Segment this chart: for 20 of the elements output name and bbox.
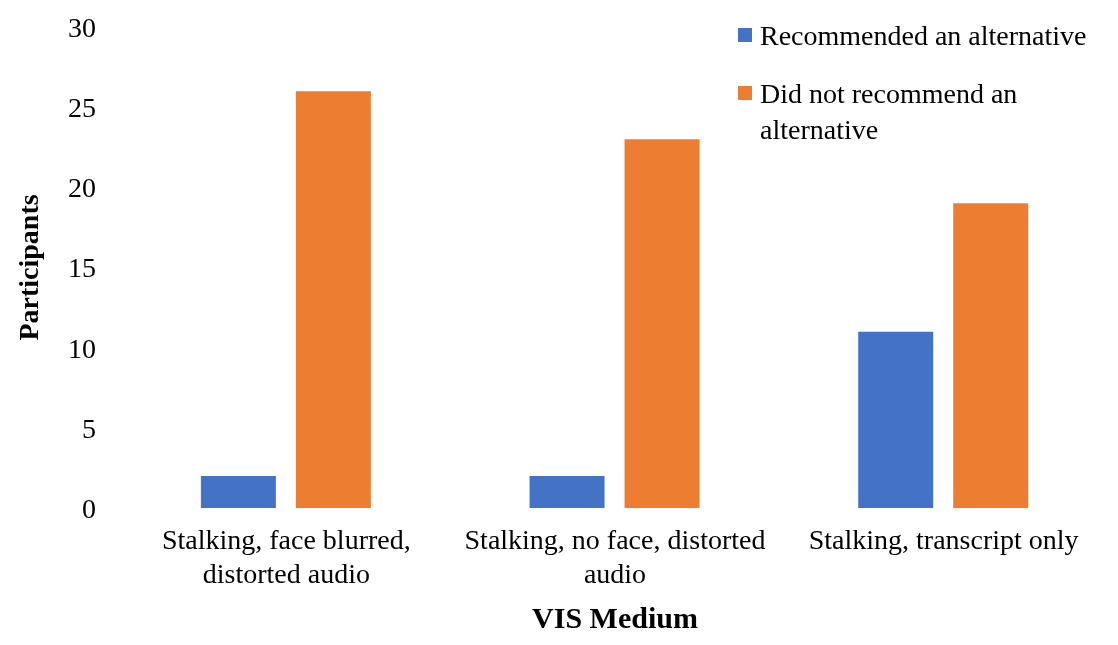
y-tick-label: 5 bbox=[82, 412, 96, 444]
bar bbox=[200, 475, 276, 508]
legend-label: Did not recommend an alternative bbox=[760, 77, 1019, 147]
y-tick-label: 0 bbox=[82, 492, 96, 524]
legend-label: Recommended an alternative bbox=[760, 19, 1087, 53]
bar bbox=[953, 203, 1029, 508]
bar bbox=[529, 475, 605, 508]
y-tick-label: 25 bbox=[68, 92, 96, 124]
y-tick-label: 15 bbox=[68, 252, 96, 284]
bar bbox=[858, 331, 934, 508]
y-tick-label: 10 bbox=[68, 332, 96, 364]
x-tick-label: Stalking, no face, distorted audio bbox=[464, 524, 766, 589]
x-tick-label: Stalking, face blurred, distorted audio bbox=[161, 524, 411, 589]
x-tick-label: Stalking, transcript only bbox=[808, 524, 1079, 556]
y-tick-label: 20 bbox=[68, 172, 96, 204]
y-axis-title: Participants bbox=[12, 194, 44, 341]
bar bbox=[624, 139, 700, 508]
bar bbox=[295, 91, 371, 508]
x-axis-title: VIS Medium bbox=[532, 601, 698, 634]
y-tick-label: 30 bbox=[68, 11, 96, 43]
